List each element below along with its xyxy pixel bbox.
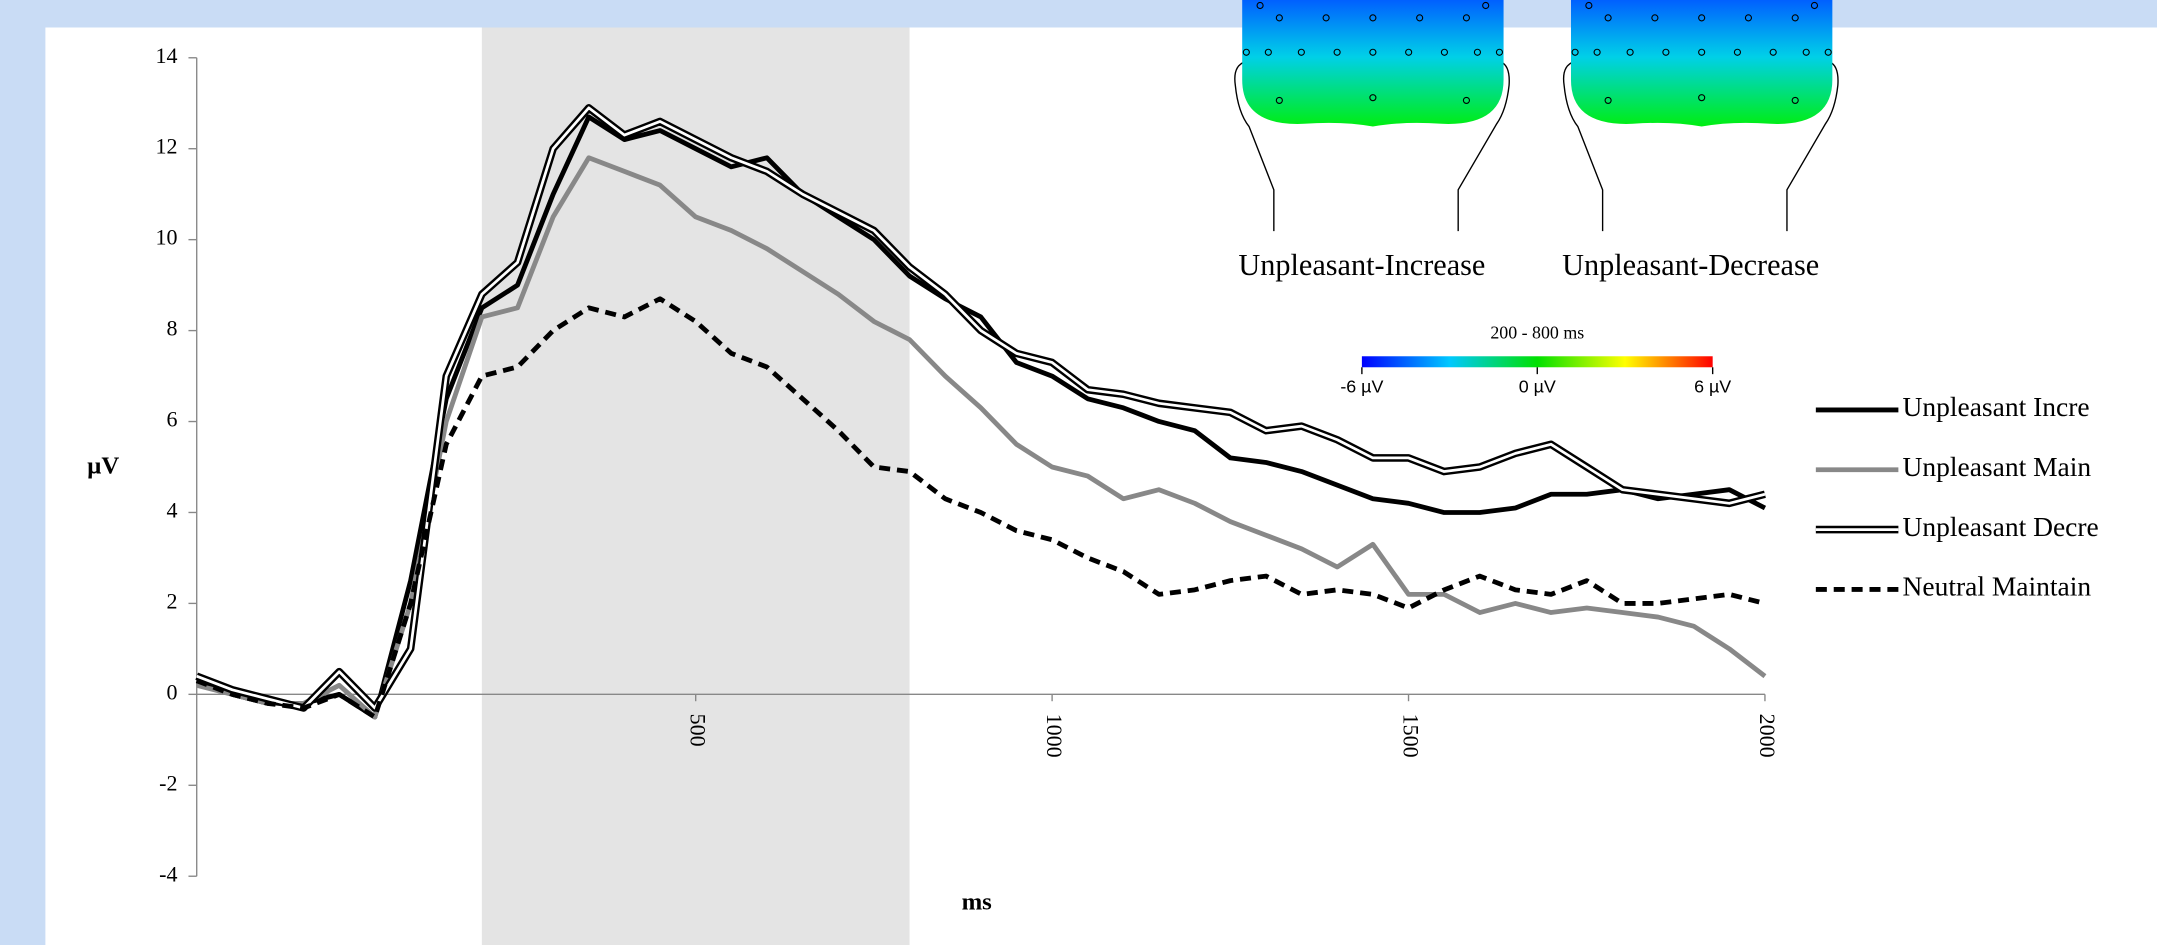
colorbar-tick-label: -6 µV — [1340, 377, 1383, 397]
legend-label: Unpleasant Incre — [1903, 391, 2090, 422]
legend-label: Unpleasant Decre — [1903, 511, 2099, 542]
x-tick-label: 500 — [686, 714, 711, 747]
colorbar — [1362, 356, 1713, 367]
x-tick-label: 2000 — [1755, 714, 1780, 758]
topomap-fill — [1242, 0, 1503, 127]
colorbar-tick-label: 0 µV — [1519, 377, 1556, 397]
y-tick-label: 0 — [166, 679, 177, 704]
y-tick-label: -4 — [159, 861, 177, 886]
colorbar-tick-label: 6 µV — [1694, 377, 1731, 397]
y-tick-label: 4 — [166, 498, 177, 523]
y-tick-label: -2 — [159, 770, 177, 795]
topomap-label: Unpleasant-Increase — [1238, 248, 1485, 282]
x-axis-label: ms — [962, 888, 993, 915]
y-axis-label: µV — [87, 452, 119, 479]
y-tick-label: 14 — [155, 43, 177, 68]
y-tick-label: 2 — [166, 588, 177, 613]
topomap-fill — [1571, 0, 1832, 127]
chart: µV ms -4 -2 0 2 4 6 8 10 12 14 500 1000 1500 2000 Unpl… — [0, 0, 2157, 945]
y-tick-label: 6 — [166, 407, 177, 432]
colorbar-title: 200 - 800 ms — [1490, 322, 1584, 342]
legend-label: Unpleasant Main — [1903, 451, 2092, 482]
topomap-label: Unpleasant-Decrease — [1562, 248, 1819, 282]
x-tick-label: 1500 — [1398, 714, 1423, 758]
y-tick-label: 12 — [155, 134, 177, 159]
legend-label: Neutral Maintain — [1903, 571, 2092, 602]
y-tick-label: 10 — [155, 225, 177, 250]
page: {"chart_data": { "type": "line", "x_labe… — [0, 0, 2157, 945]
x-tick-label: 1000 — [1042, 714, 1067, 758]
y-tick-label: 8 — [166, 316, 177, 341]
